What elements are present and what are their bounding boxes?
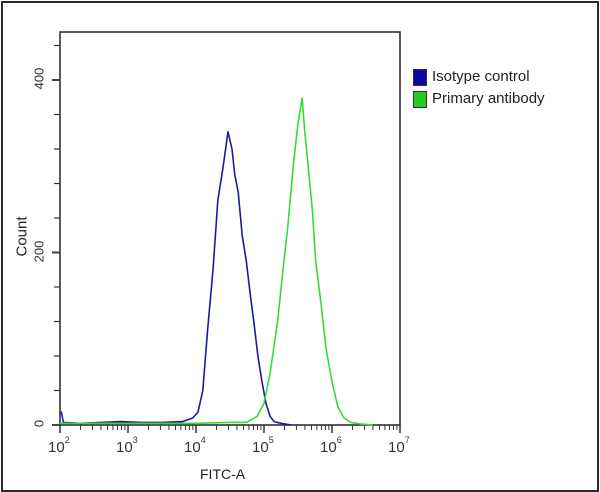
plot-area bbox=[59, 31, 401, 426]
x-tick-label: 107 bbox=[388, 435, 410, 456]
y-tick-label: 400 bbox=[31, 67, 47, 90]
primary-swatch-icon bbox=[413, 90, 427, 108]
y-axis-ticks bbox=[52, 44, 60, 426]
histogram-curves bbox=[60, 97, 373, 426]
legend: Isotype control Primary antibody bbox=[413, 66, 545, 110]
x-tick-label: 102 bbox=[48, 435, 70, 456]
x-tick-label: 103 bbox=[116, 435, 138, 456]
x-axis-ticks bbox=[59, 425, 401, 433]
isotype-swatch-icon bbox=[413, 68, 427, 86]
y-axis-label: Count bbox=[13, 216, 31, 257]
x-tick-label: 105 bbox=[252, 435, 274, 456]
isotype-control-curve bbox=[60, 131, 292, 426]
legend-item-isotype: Isotype control bbox=[413, 66, 545, 88]
x-axis-label: FITC-A bbox=[200, 466, 246, 482]
y-tick-label: 0 bbox=[31, 419, 47, 428]
primary-antibody-curve bbox=[60, 97, 373, 426]
legend-label-primary: Primary antibody bbox=[432, 90, 545, 107]
legend-item-primary: Primary antibody bbox=[413, 88, 545, 110]
legend-label-isotype: Isotype control bbox=[432, 68, 530, 85]
x-tick-label: 106 bbox=[320, 435, 342, 456]
y-tick-label: 200 bbox=[31, 240, 47, 262]
x-tick-label: 104 bbox=[184, 435, 206, 456]
